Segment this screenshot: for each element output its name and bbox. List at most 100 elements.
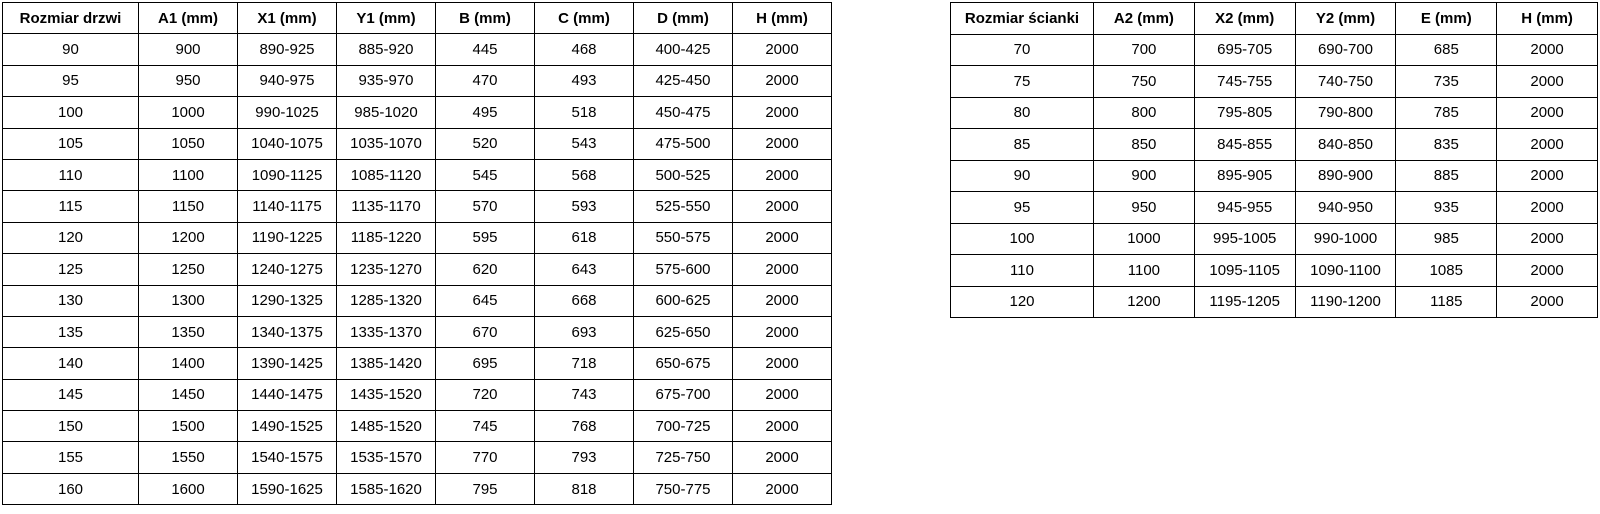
table-cell: 700-725 xyxy=(633,410,733,443)
table-cell: 550-575 xyxy=(633,221,733,255)
table-cell: 1235-1270 xyxy=(336,253,436,286)
table-cell: 668 xyxy=(534,284,634,317)
table-cell: 750 xyxy=(1093,65,1195,98)
table-cell: 620 xyxy=(435,253,535,286)
table-cell: 2000 xyxy=(1496,159,1598,192)
table-cell: 645 xyxy=(435,284,535,317)
table-cell: 685 xyxy=(1395,33,1498,66)
column-header: E (mm) xyxy=(1395,2,1498,35)
column-header: Rozmiar ścianki xyxy=(950,2,1094,35)
table-cell: 90 xyxy=(2,33,139,66)
table-cell: 1290-1325 xyxy=(237,284,337,317)
table-cell: 1385-1420 xyxy=(336,347,436,380)
table-cell: 818 xyxy=(534,472,634,506)
table-cell: 795 xyxy=(435,472,535,506)
table-cell: 2000 xyxy=(732,472,832,506)
table-cell: 1100 xyxy=(1093,254,1195,287)
table-cell: 468 xyxy=(534,33,634,66)
table-cell: 595 xyxy=(435,221,535,255)
table-cell: 2000 xyxy=(732,347,832,380)
table-cell: 2000 xyxy=(1496,191,1598,224)
table-cell: 1100 xyxy=(138,158,238,192)
table-cell: 835 xyxy=(1395,128,1498,161)
table-cell: 895-905 xyxy=(1193,159,1296,192)
column-header: A1 (mm) xyxy=(138,1,238,35)
table-cell: 735 xyxy=(1395,65,1498,98)
table-cell: 693 xyxy=(534,315,634,349)
table-cell: 840-850 xyxy=(1294,128,1397,161)
table-cell: 2000 xyxy=(732,378,832,412)
column-header: A2 (mm) xyxy=(1093,2,1195,35)
table-cell: 990-1000 xyxy=(1294,222,1397,255)
table-row: 160 1600 1590-1625 1585-1620 795 818 750-775 20… xyxy=(2,472,832,506)
table-cell: 795-805 xyxy=(1193,96,1296,129)
table-cell: 500-525 xyxy=(633,158,733,192)
table-cell: 493 xyxy=(534,64,634,98)
table-cell: 1135-1170 xyxy=(336,190,436,223)
table-cell: 745 xyxy=(435,410,535,443)
table-cell: 950 xyxy=(138,64,238,98)
table-cell: 2000 xyxy=(732,441,832,474)
table-cell: 940-975 xyxy=(237,64,337,98)
table-cell: 2000 xyxy=(732,64,832,98)
table-row: 120 1200 1190-1225 1185-1220 595 618 550-575 20… xyxy=(2,221,832,255)
table-cell: 1600 xyxy=(138,472,238,506)
table-cell: 2000 xyxy=(1496,96,1598,129)
table-header-row: Rozmiar ścianki A2 (mm) X2 (mm) Y2 (mm) E (m… xyxy=(950,2,1598,35)
table-cell: 890-900 xyxy=(1294,159,1397,192)
table-cell: 2000 xyxy=(732,96,832,129)
table-cell: 120 xyxy=(950,285,1094,318)
table-cell: 1440-1475 xyxy=(237,378,337,412)
table-cell: 1190-1225 xyxy=(237,221,337,255)
table-cell: 1240-1275 xyxy=(237,253,337,286)
table-row: 135 1350 1340-1375 1335-1370 670 693 625-650 20… xyxy=(2,315,832,349)
table-cell: 793 xyxy=(534,441,634,474)
table-cell: 95 xyxy=(2,64,139,98)
table-cell: 85 xyxy=(950,128,1094,161)
table-cell: 1200 xyxy=(1093,285,1195,318)
table-cell: 125 xyxy=(2,253,139,286)
table-cell: 105 xyxy=(2,127,139,160)
table-cell: 995-1005 xyxy=(1193,222,1296,255)
table-cell: 695-705 xyxy=(1193,33,1296,66)
table-cell: 1090-1125 xyxy=(237,158,337,192)
table-cell: 890-925 xyxy=(237,33,337,66)
door-size-table: Rozmiar drzwi A1 (mm) X1 (mm) Y1 (mm) B (mm)… xyxy=(2,1,832,506)
table-cell: 525-550 xyxy=(633,190,733,223)
table-cell: 985 xyxy=(1395,222,1498,255)
table-row: 105 1050 1040-1075 1035-1070 520 543 475-500 20… xyxy=(2,127,832,160)
table-cell: 543 xyxy=(534,127,634,160)
table-cell: 768 xyxy=(534,410,634,443)
table-row: 110 1100 1095-1105 1090-1100 1085 2000 xyxy=(950,254,1598,287)
table-cell: 568 xyxy=(534,158,634,192)
table-cell: 950 xyxy=(1093,191,1195,224)
table-cell: 425-450 xyxy=(633,64,733,98)
table-cell: 90 xyxy=(950,159,1094,192)
table-cell: 900 xyxy=(1093,159,1195,192)
table-cell: 885 xyxy=(1395,159,1498,192)
table-cell: 1400 xyxy=(138,347,238,380)
table-header-row: Rozmiar drzwi A1 (mm) X1 (mm) Y1 (mm) B (mm)… xyxy=(2,1,832,35)
table-cell: 670 xyxy=(435,315,535,349)
column-header: Y1 (mm) xyxy=(336,1,436,35)
table-row: 75 750 745-755 740-750 735 2000 xyxy=(950,65,1598,98)
table-cell: 1550 xyxy=(138,441,238,474)
table-cell: 718 xyxy=(534,347,634,380)
table-cell: 115 xyxy=(2,190,139,223)
table-cell: 625-650 xyxy=(633,315,733,349)
table-cell: 800 xyxy=(1093,96,1195,129)
table-cell: 2000 xyxy=(732,158,832,192)
table-cell: 1285-1320 xyxy=(336,284,436,317)
column-header: Rozmiar drzwi xyxy=(2,1,139,35)
table-cell: 445 xyxy=(435,33,535,66)
table-row: 80 800 795-805 790-800 785 2000 xyxy=(950,96,1598,129)
table-cell: 100 xyxy=(2,96,139,129)
table-row: 90 900 890-925 885-920 445 468 400-425 2000 xyxy=(2,33,832,66)
column-header: X1 (mm) xyxy=(237,1,337,35)
table-row: 100 1000 990-1025 985-1020 495 518 450-475 2000 xyxy=(2,96,832,129)
table-cell: 1090-1100 xyxy=(1294,254,1397,287)
column-header: D (mm) xyxy=(633,1,733,35)
table-cell: 690-700 xyxy=(1294,33,1397,66)
table-cell: 470 xyxy=(435,64,535,98)
table-cell: 2000 xyxy=(732,315,832,349)
